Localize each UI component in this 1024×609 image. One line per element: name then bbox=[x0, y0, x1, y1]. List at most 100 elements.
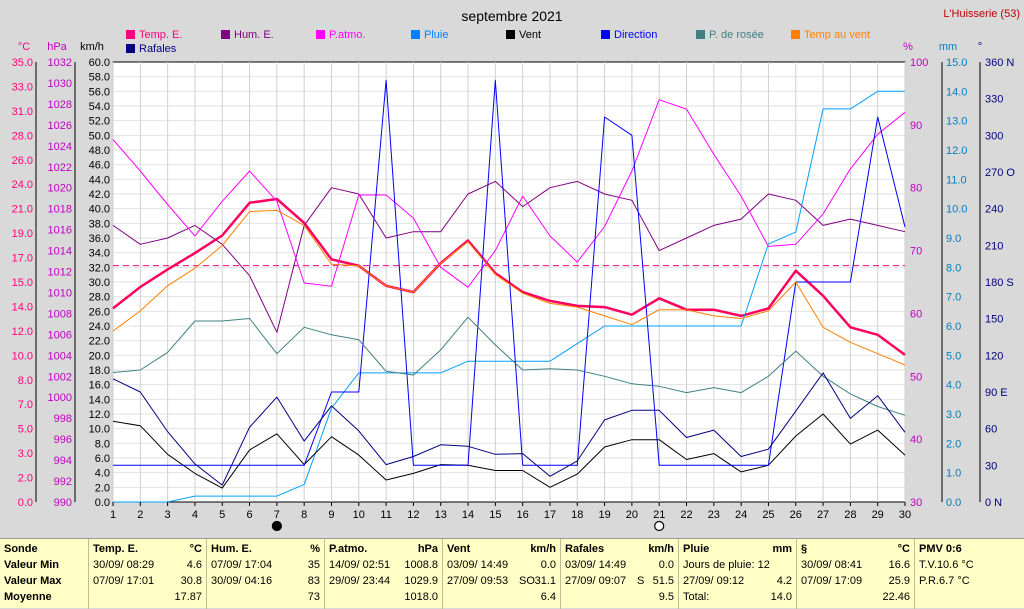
legend-swatch-p-atmo bbox=[316, 30, 325, 39]
temp-tick-label: 8.0 bbox=[18, 375, 33, 387]
mm-tick-label: 5.0 bbox=[946, 350, 961, 362]
x-tick-label: 20 bbox=[626, 509, 638, 521]
mm-tick-label: 6.0 bbox=[946, 321, 961, 333]
series-line-rafales bbox=[112, 372, 906, 486]
vent-max-date: 27/09/ 09:53 bbox=[447, 575, 509, 587]
series-line-p-atmo bbox=[112, 99, 906, 288]
pmv-line1: T.V.10.6 °C bbox=[919, 559, 974, 571]
deg-tick-label: 330 bbox=[985, 94, 1003, 106]
hum-tick-label: 50 bbox=[910, 371, 922, 383]
summary-temp: Temp. E. °C 30/09/ 08:29 4.6 07/09/ 17:01 3… bbox=[88, 539, 206, 609]
deg-tick-label: 300 bbox=[985, 130, 1003, 142]
kmh-tick-label: 20.0 bbox=[89, 350, 110, 362]
x-tick-label: 23 bbox=[708, 509, 720, 521]
moon-new-icon bbox=[271, 520, 282, 532]
temp-max-date: 07/09/ 17:01 bbox=[93, 575, 155, 587]
summary-pluie: Pluie mm Jours de pluie: 12 27/09/ 09:12 4… bbox=[678, 539, 796, 609]
temp-tick-label: 26.0 bbox=[12, 155, 33, 167]
summary-patmo: P.atmo. hPa 14/09/ 02:51 1008.8 29/09/ 23:… bbox=[324, 539, 442, 609]
kmh-axis-unit: km/h bbox=[80, 41, 104, 53]
mm-tick-label: 9.0 bbox=[946, 233, 961, 245]
temp-tick-label: 31.0 bbox=[12, 106, 33, 118]
row-label-mean: Moyenne bbox=[4, 591, 52, 603]
rafales-unit: km/h bbox=[648, 543, 674, 555]
rafales-min-date: 03/09/ 14:49 bbox=[565, 559, 627, 571]
vent-title: Vent bbox=[447, 543, 471, 555]
deg-tick-label: 120 bbox=[985, 350, 1003, 362]
temp-tick-label: 3.0 bbox=[18, 448, 33, 460]
x-tick-label: 6 bbox=[246, 509, 252, 521]
moon-full-icon bbox=[654, 520, 665, 532]
row-label-min: Valeur Min bbox=[4, 559, 60, 571]
legend-swatch-p-de-ros-e bbox=[696, 30, 705, 39]
kmh-tick-label: 34.0 bbox=[89, 248, 110, 260]
hum-min-date: 07/09/ 17:04 bbox=[211, 559, 273, 571]
kmh-tick-label: 6.0 bbox=[95, 453, 110, 465]
x-tick-label: 22 bbox=[680, 509, 692, 521]
legend-label-p-de-ros-e: P. de rosée bbox=[709, 29, 764, 41]
weather-chart: septembre 2021 L'Huisserie (53) Temp. E.… bbox=[12, 8, 1020, 532]
kmh-tick-label: 28.0 bbox=[89, 292, 110, 304]
chart-title: septembre 2021 bbox=[461, 8, 562, 24]
section-min-value: 16.6 bbox=[888, 559, 910, 571]
kmh-tick-label: 32.0 bbox=[89, 262, 110, 274]
rafales-max-value: 51.5 bbox=[652, 575, 674, 587]
deg-tick-label: 150 bbox=[985, 314, 1003, 326]
deg-tick-label: 240 bbox=[985, 204, 1003, 216]
hum-mean: 73 bbox=[307, 591, 320, 603]
pluie-title: Pluie bbox=[683, 543, 710, 555]
kmh-tick-label: 4.0 bbox=[95, 468, 110, 480]
summary-rafales: Rafales km/h 03/09/ 14:49 0.0 27/09/ 09:07… bbox=[560, 539, 678, 609]
vent-min-date: 03/09/ 14:49 bbox=[447, 559, 509, 571]
temp-tick-label: 12.0 bbox=[12, 326, 33, 338]
legend-swatch-temp-e bbox=[126, 30, 135, 39]
hpa-tick-label: 1022 bbox=[48, 162, 72, 174]
kmh-tick-label: 60.0 bbox=[89, 57, 110, 69]
row-label-max: Valeur Max bbox=[4, 575, 62, 587]
hum-max-value: 83 bbox=[307, 575, 320, 587]
hpa-tick-label: 1020 bbox=[48, 183, 72, 195]
temp-min-date: 30/09/ 08:29 bbox=[93, 559, 155, 571]
series-line-vent bbox=[112, 413, 906, 489]
x-tick-label: 13 bbox=[435, 509, 447, 521]
x-tick-label: 15 bbox=[489, 509, 501, 521]
patmo-title: P.atmo. bbox=[329, 543, 368, 555]
pluie-unit: mm bbox=[772, 543, 792, 555]
kmh-tick-label: 48.0 bbox=[89, 145, 110, 157]
mm-tick-label: 1.0 bbox=[946, 468, 961, 480]
deg-tick-label: 30 bbox=[985, 460, 997, 472]
kmh-tick-label: 50.0 bbox=[89, 130, 110, 142]
rafales-max-date: 27/09/ 09:07 bbox=[565, 575, 627, 587]
hum-tick-label: 60 bbox=[910, 308, 922, 320]
mm-tick-label: 13.0 bbox=[946, 116, 967, 128]
legend-swatch-rafales bbox=[126, 44, 135, 53]
temp-tick-label: 28.0 bbox=[12, 130, 33, 142]
x-tick-label: 17 bbox=[544, 509, 556, 521]
pmv-title: PMV 0:6 bbox=[919, 543, 962, 555]
pluie-total-label: Total: bbox=[683, 591, 710, 603]
mm-tick-label: 15.0 bbox=[946, 57, 967, 69]
vent-min-value: 0.0 bbox=[540, 559, 556, 571]
hpa-tick-label: 992 bbox=[54, 476, 72, 488]
section-title: § bbox=[801, 543, 808, 555]
temp-mean: 17.87 bbox=[174, 591, 202, 603]
x-tick-label: 30 bbox=[899, 509, 911, 521]
summary-row-labels: Sonde Valeur Min Valeur Max Moyenne bbox=[0, 539, 88, 609]
temp-axis-unit: °C bbox=[18, 41, 30, 53]
hpa-tick-label: 1004 bbox=[48, 350, 72, 362]
mm-tick-label: 3.0 bbox=[946, 409, 961, 421]
kmh-tick-label: 54.0 bbox=[89, 101, 110, 113]
pluie-max-date: 27/09/ 09:12 bbox=[683, 575, 745, 587]
x-tick-label: 11 bbox=[380, 509, 391, 521]
deg-tick-label: 180 S bbox=[985, 277, 1014, 289]
x-tick-label: 27 bbox=[817, 509, 829, 521]
mm-tick-label: 14.0 bbox=[946, 86, 967, 98]
kmh-tick-label: 36.0 bbox=[89, 233, 110, 245]
deg-tick-label: 270 O bbox=[985, 167, 1015, 179]
kmh-tick-label: 26.0 bbox=[89, 306, 110, 318]
x-tick-label: 5 bbox=[219, 509, 225, 521]
x-tick-label: 9 bbox=[328, 509, 334, 521]
series-line-pluie bbox=[113, 90, 905, 503]
hpa-tick-label: 1024 bbox=[48, 141, 72, 153]
hpa-tick-label: 1016 bbox=[48, 225, 72, 237]
